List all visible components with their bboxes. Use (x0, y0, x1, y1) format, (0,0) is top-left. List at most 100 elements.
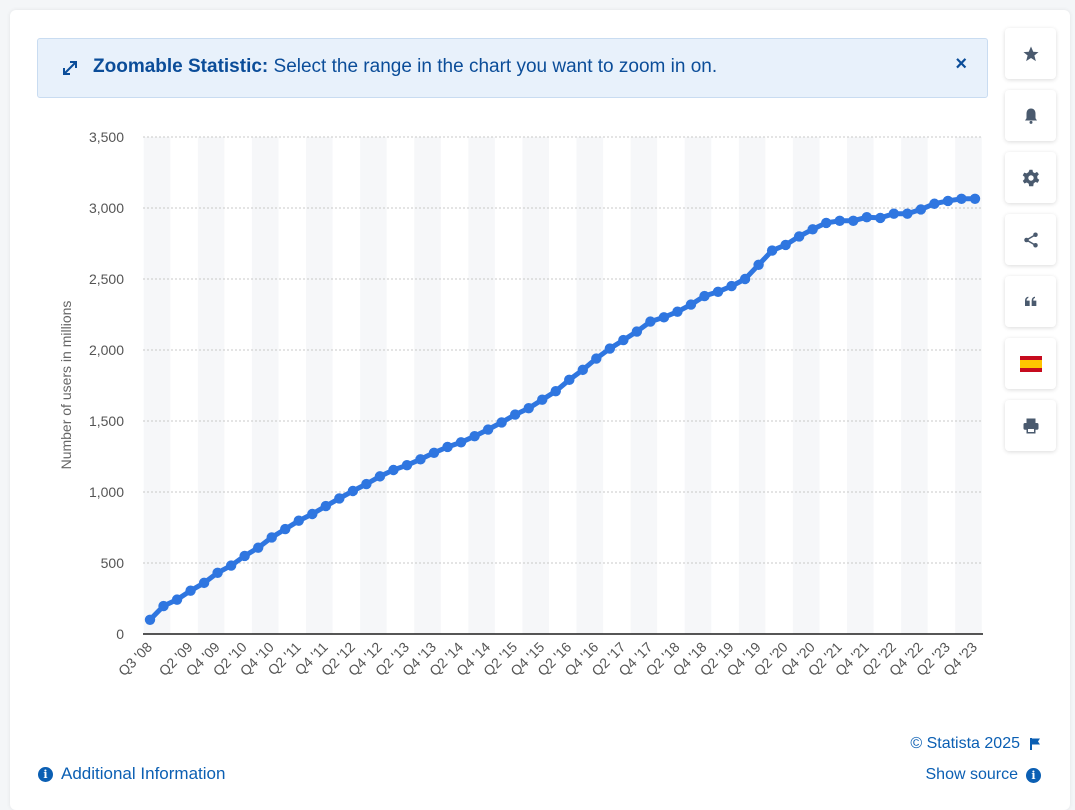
data-point[interactable] (171, 594, 183, 605)
zoom-banner-label: Zoomable Statistic: (93, 56, 269, 77)
column-stripe (792, 137, 820, 634)
data-point[interactable] (875, 212, 886, 224)
x-tick-label: Q3 '08 (115, 639, 155, 679)
data-point[interactable] (848, 215, 859, 226)
data-point[interactable] (307, 508, 318, 520)
data-point[interactable] (618, 334, 629, 346)
line-chart[interactable]: 0 500 1,000 1,500 2,000 2,500 3,000 3,500 Q3 '0… (0, 0, 1000, 720)
column-stripe (197, 137, 225, 634)
data-point[interactable] (374, 471, 386, 482)
data-point[interactable] (144, 614, 156, 625)
data-point[interactable] (509, 409, 521, 420)
data-point[interactable] (185, 585, 196, 596)
data-point[interactable] (455, 437, 467, 448)
data-point[interactable] (577, 364, 588, 376)
data-point[interactable] (969, 193, 981, 204)
data-point[interactable] (902, 208, 913, 219)
data-point[interactable] (685, 299, 697, 310)
data-point[interactable] (293, 515, 304, 526)
data-point[interactable] (482, 424, 494, 435)
data-point[interactable] (428, 447, 440, 459)
print-button[interactable] (1005, 400, 1056, 451)
column-stripe (738, 137, 766, 634)
y-tick-label: 2,500 (89, 271, 124, 287)
data-point[interactable] (834, 215, 845, 226)
column-stripe (901, 137, 928, 634)
cite-button[interactable] (1005, 276, 1056, 327)
y-tick-label: 2,000 (89, 342, 124, 358)
data-point[interactable] (631, 326, 643, 337)
column-stripe (630, 137, 658, 634)
data-point[interactable] (212, 567, 223, 578)
data-point[interactable] (225, 560, 237, 571)
data-point[interactable] (726, 280, 737, 292)
data-point[interactable] (442, 441, 453, 453)
notification-button[interactable] (1005, 90, 1056, 141)
column-stripe (468, 137, 495, 634)
data-point[interactable] (334, 493, 345, 504)
data-point[interactable] (320, 500, 332, 512)
tool-sidebar (1005, 28, 1056, 462)
data-point[interactable] (739, 273, 751, 285)
additional-info-link[interactable]: i Additional Information (38, 764, 225, 784)
y-tick-label: 1,500 (89, 413, 124, 429)
data-point[interactable] (388, 464, 399, 476)
close-icon[interactable]: × (955, 53, 967, 75)
show-source-label: Show source (925, 766, 1019, 783)
data-point[interactable] (496, 417, 507, 428)
copyright[interactable]: © Statista 2025 (910, 735, 1041, 753)
show-source-link[interactable]: Show source i (925, 766, 1041, 784)
column-stripe (251, 137, 279, 634)
data-point[interactable] (523, 403, 534, 414)
share-button[interactable] (1005, 214, 1056, 265)
data-point[interactable] (280, 523, 291, 535)
data-point[interactable] (591, 353, 602, 364)
column-stripe (360, 137, 387, 634)
column-stripe (955, 137, 982, 634)
data-point[interactable] (888, 208, 900, 219)
info-icon: i (1026, 767, 1041, 783)
zoom-banner-text: Zoomable Statistic: Select the range in … (93, 56, 717, 78)
data-point[interactable] (672, 306, 683, 317)
data-point[interactable] (537, 394, 548, 405)
column-stripe (684, 137, 712, 634)
data-point[interactable] (807, 224, 818, 235)
data-point[interactable] (929, 198, 940, 209)
data-point[interactable] (942, 195, 954, 207)
data-point[interactable] (361, 478, 372, 490)
data-point[interactable] (712, 286, 724, 297)
y-tick-label: 1,000 (89, 484, 124, 500)
data-point[interactable] (252, 542, 264, 553)
data-point[interactable] (766, 245, 778, 256)
data-point[interactable] (564, 374, 575, 386)
favorite-button[interactable] (1005, 28, 1056, 79)
data-point[interactable] (956, 193, 967, 204)
flag-icon (1030, 738, 1040, 750)
data-point[interactable] (753, 259, 764, 270)
data-point[interactable] (658, 312, 670, 323)
data-point[interactable] (604, 343, 616, 354)
column-stripe (522, 137, 549, 634)
data-point[interactable] (550, 385, 561, 397)
data-point[interactable] (158, 600, 169, 612)
copyright-text: © Statista 2025 (910, 735, 1020, 752)
data-point[interactable] (780, 239, 791, 251)
data-point[interactable] (198, 577, 210, 589)
data-point[interactable] (401, 459, 413, 471)
data-point[interactable] (793, 231, 805, 242)
settings-button[interactable] (1005, 152, 1056, 203)
data-point[interactable] (699, 290, 710, 302)
star-icon (1023, 46, 1038, 61)
data-point[interactable] (239, 550, 250, 562)
data-point[interactable] (821, 217, 832, 229)
data-point[interactable] (861, 212, 873, 223)
data-point[interactable] (347, 485, 359, 497)
data-point[interactable] (266, 532, 277, 543)
data-point[interactable] (415, 454, 426, 465)
data-point[interactable] (469, 430, 480, 442)
info-icon: i (38, 766, 53, 782)
data-point[interactable] (645, 316, 656, 327)
data-point[interactable] (915, 204, 927, 215)
grid-lines (143, 136, 983, 564)
language-button[interactable] (1005, 338, 1056, 389)
